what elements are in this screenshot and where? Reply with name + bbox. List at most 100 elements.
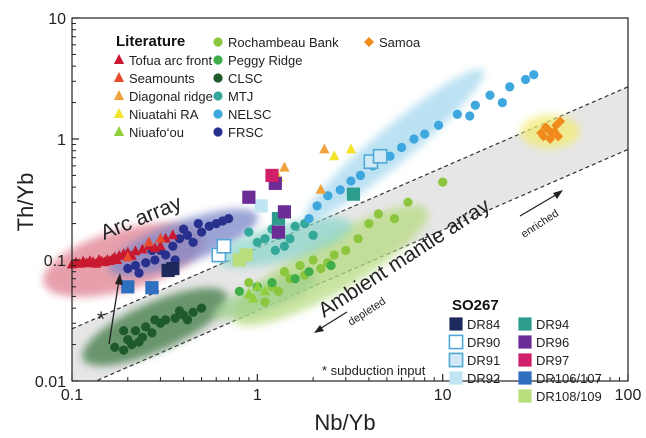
point-dr106-107 — [121, 280, 135, 294]
legend-label-dr106-107: DR106/107 — [536, 371, 602, 386]
point-rochambeau-bank — [438, 177, 448, 187]
series-samoa — [536, 116, 566, 144]
point-rochambeau-bank — [295, 260, 305, 271]
point-clsc — [161, 315, 171, 325]
point-rochambeau-bank — [373, 209, 384, 219]
point-rochambeau-bank — [316, 263, 326, 274]
point-dr91 — [372, 148, 388, 164]
legend-item-mtj: MTJ — [213, 89, 253, 104]
axes-layer — [71, 17, 629, 382]
point-mtj — [260, 234, 270, 244]
legend-item-rochambeau-bank: Rochambeau Bank — [213, 35, 339, 50]
point-frsc — [168, 241, 178, 251]
legend-label-rochambeau-bank: Rochambeau Bank — [228, 35, 339, 50]
point-rochambeau-bank — [244, 278, 254, 288]
legend-item-diagonal-ridge: Diagonal ridge — [113, 89, 213, 104]
point-nelsc — [520, 74, 531, 85]
point-clsc — [141, 322, 151, 332]
series-dr92 — [254, 199, 268, 213]
legend-marker-dr97 — [518, 353, 532, 367]
subduction-input-note: * subduction input — [322, 363, 426, 378]
legend-label-seamounts: Seamounts — [129, 71, 195, 86]
legend-marker-dr91 — [448, 352, 464, 368]
point-clsc — [110, 342, 120, 352]
point-dr92 — [254, 199, 268, 213]
x-tick-label: 0.1 — [61, 387, 83, 404]
legend-marker-clsc — [213, 73, 223, 83]
legend-label-dr90: DR90 — [467, 335, 500, 350]
point-rochambeau-bank — [308, 255, 318, 265]
point-clsc — [137, 332, 148, 342]
series-dr97 — [265, 168, 279, 183]
series-dr108-109 — [232, 248, 253, 267]
point-rochambeau-bank — [389, 213, 400, 224]
legend-label-samoa: Samoa — [379, 35, 421, 50]
point-nelsc — [497, 97, 508, 108]
legend-item-dr84: DR84 — [449, 317, 500, 332]
x-tick-label: 100 — [615, 387, 642, 404]
legend-marker-dr106-107 — [518, 371, 532, 385]
y-tick-label: 10 — [48, 11, 66, 28]
point-tofua-arc-front — [155, 240, 166, 251]
point-diagonal-ridge — [319, 143, 330, 154]
subduction-star: * — [97, 308, 105, 331]
point-mtj — [244, 227, 254, 237]
legend-item-niuafo-ou: Niuafo‘ou — [113, 125, 184, 140]
point-frsc — [141, 258, 151, 268]
x-axis-title: Nb/Yb — [314, 410, 375, 435]
point-peggy-ridge — [267, 278, 277, 288]
point-nelsc — [465, 111, 475, 121]
point-rochambeau-bank — [353, 234, 363, 244]
legend-label-dr94: DR94 — [536, 317, 569, 332]
point-niuafo-ou — [259, 285, 271, 296]
point-samoa — [553, 131, 564, 142]
enriched-arrow — [519, 190, 563, 217]
x-tick-label: 10 — [434, 387, 452, 404]
point-dr97 — [265, 168, 279, 183]
point-dr108-109 — [239, 248, 253, 262]
field-peggy-ridge — [212, 273, 318, 320]
legend-label-clsc: CLSC — [228, 71, 263, 86]
y-axis-title: Th/Yb — [13, 173, 38, 232]
point-tofua-arc-front — [167, 229, 178, 240]
legend-marker-peggy-ridge — [213, 55, 223, 65]
legend-item-dr92: DR92 — [449, 371, 500, 386]
point-frsc — [188, 237, 198, 247]
point-samoa — [545, 134, 556, 144]
legend-title-literature: Literature — [116, 33, 185, 50]
point-frsc — [174, 234, 185, 244]
series-seamounts — [122, 232, 166, 262]
point-nelsc — [433, 120, 444, 130]
point-clsc — [119, 326, 129, 336]
legend-label-niuatahi-ra: Niuatahi RA — [129, 107, 199, 122]
legend-marker-dr108-109 — [518, 389, 532, 403]
depleted-arrow — [314, 311, 348, 333]
point-nelsc — [346, 176, 356, 186]
point-rochambeau-bank — [341, 245, 351, 256]
point-diagonal-ridge — [315, 183, 326, 194]
point-peggy-ridge — [290, 274, 300, 284]
point-seamounts — [122, 251, 133, 262]
point-clsc — [188, 307, 198, 317]
point-peggy-ridge — [234, 286, 244, 297]
point-nelsc — [529, 70, 539, 80]
legend-label-dr84: DR84 — [467, 317, 500, 332]
legend-item-dr94: DR94 — [518, 317, 569, 332]
subduction-arrow — [108, 273, 123, 345]
point-rochambeau-bank — [279, 267, 290, 277]
legend-marker-dr90 — [448, 334, 464, 350]
legend-marker-diagonal-ridge — [113, 90, 125, 100]
series-nelsc — [304, 70, 539, 224]
point-niuafo-ou — [252, 280, 263, 291]
point-dr96 — [277, 205, 292, 219]
point-clsc — [119, 345, 129, 355]
point-rochambeau-bank — [329, 250, 339, 260]
point-nelsc — [470, 100, 480, 110]
legend-item-dr106-107: DR106/107 — [518, 371, 602, 386]
y-tick-label: 1 — [57, 132, 66, 149]
point-nelsc — [452, 109, 462, 119]
point-dr94 — [346, 187, 361, 201]
legend-title-so267: SO267 — [452, 297, 499, 314]
series-dr91 — [363, 148, 388, 170]
